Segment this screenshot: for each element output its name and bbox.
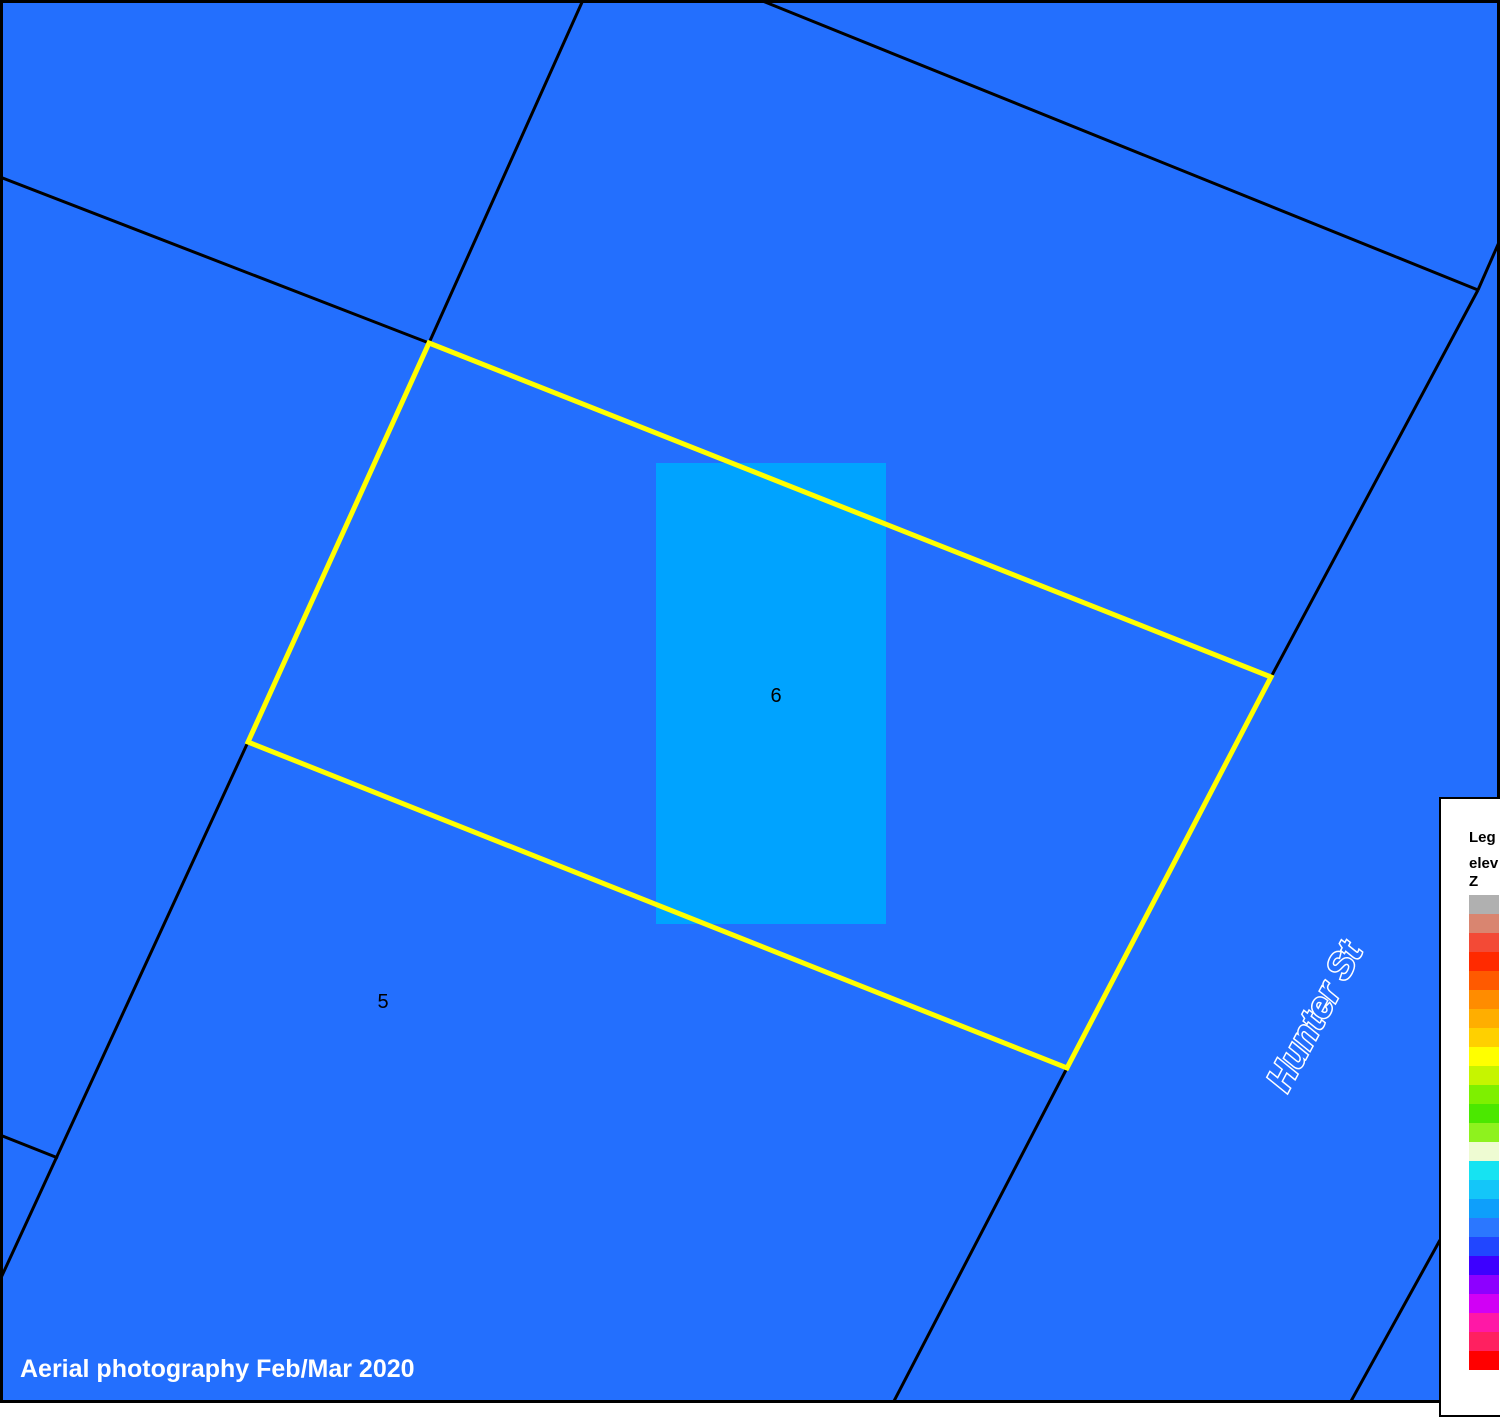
- legend-swatch: [1469, 933, 1499, 952]
- legend-title: Leg: [1469, 829, 1496, 846]
- legend-swatch: [1469, 914, 1499, 933]
- legend-swatch: [1469, 952, 1499, 971]
- legend-swatch: [1469, 895, 1499, 914]
- parcel-line: [891, 1067, 1069, 1403]
- legend-panel: Leg elev Z: [1439, 797, 1500, 1417]
- legend-swatch: [1469, 990, 1499, 1009]
- parcel-line: [0, 175, 430, 345]
- legend-swatch: [1469, 1085, 1499, 1104]
- legend-swatch: [1469, 1180, 1499, 1199]
- legend-swatch: [1469, 1161, 1499, 1180]
- parcel-line: [0, 1133, 59, 1160]
- elevation-cell-highlight: [656, 463, 886, 924]
- parcel-label-6: 6: [770, 685, 781, 707]
- legend-color-ramp: [1469, 895, 1500, 1370]
- legend-swatch: [1469, 1123, 1499, 1142]
- parcel-line: [1269, 289, 1480, 678]
- parcel-line: [427, 0, 585, 344]
- imagery-credit: Aerial photography Feb/Mar 2020: [20, 1355, 415, 1383]
- legend-swatch: [1469, 1313, 1499, 1332]
- legend-swatch: [1469, 1275, 1499, 1294]
- legend-layer-name: elev: [1469, 855, 1499, 872]
- legend-swatch: [1469, 1294, 1499, 1313]
- legend-field-name: Z: [1469, 873, 1479, 890]
- legend-swatch: [1469, 1351, 1499, 1370]
- legend-swatch: [1469, 1237, 1499, 1256]
- legend-swatch: [1469, 971, 1499, 990]
- legend-swatch: [1469, 1047, 1499, 1066]
- parcel-label-5: 5: [377, 991, 388, 1013]
- legend-swatch: [1469, 1009, 1499, 1028]
- legend-swatch: [1469, 1218, 1499, 1237]
- legend-swatch: [1469, 1332, 1499, 1351]
- legend-swatch: [1469, 1199, 1499, 1218]
- legend-swatch: [1469, 1066, 1499, 1085]
- parcel-line: [1348, 1239, 1442, 1403]
- legend-swatch: [1469, 1028, 1499, 1047]
- parcel-line: [1476, 239, 1500, 291]
- parcel-line: [0, 741, 250, 1281]
- selected-parcel-outline[interactable]: [244, 339, 1275, 1072]
- legend-swatch: [1469, 1104, 1499, 1123]
- parcel-line: [759, 0, 1479, 292]
- legend-swatch: [1469, 1256, 1499, 1275]
- legend-swatch: [1469, 1142, 1499, 1161]
